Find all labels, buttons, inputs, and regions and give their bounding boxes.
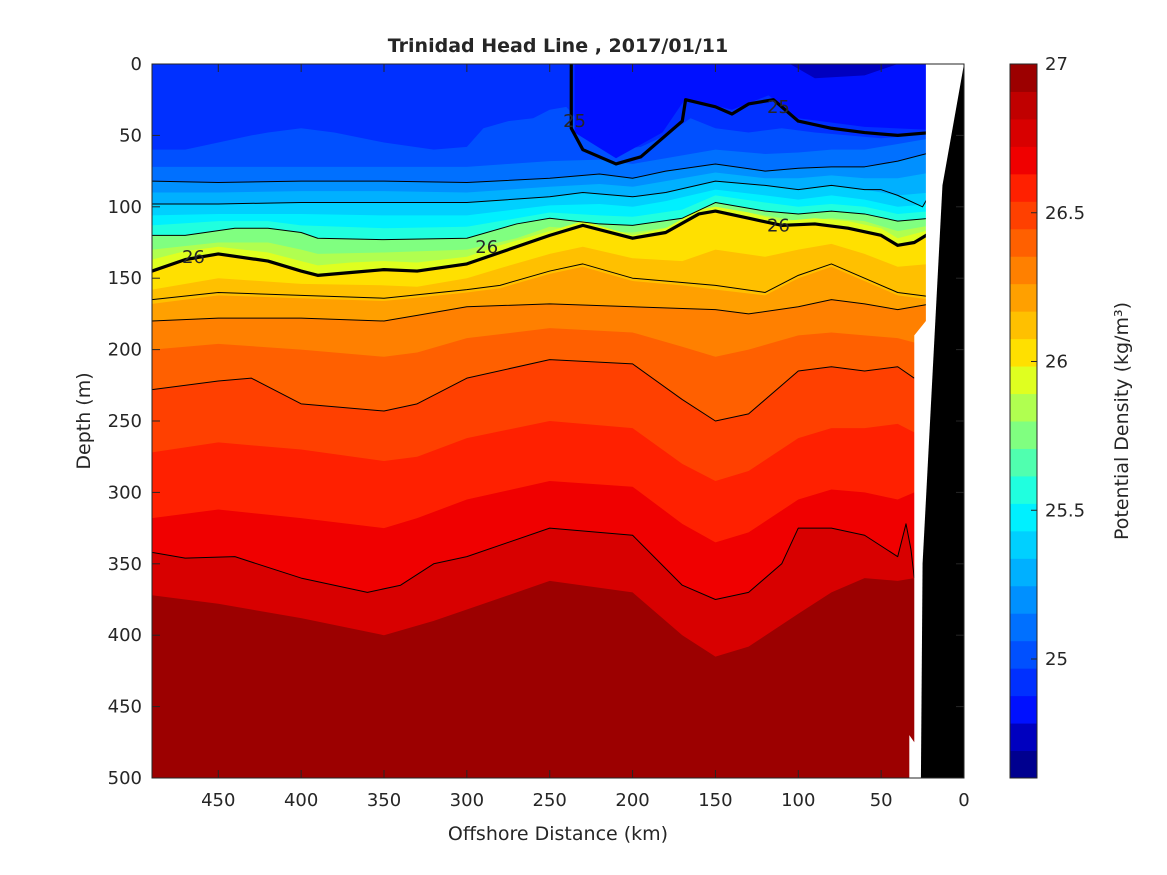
colorbar-ticks: 25 25.5 26 26.5 27 [1031, 54, 1085, 670]
colorbar-strip [1010, 393, 1037, 422]
colorbar-strip [1010, 585, 1037, 614]
isopycnal-25.7 [152, 202, 931, 241]
colorbar-strip [1010, 558, 1037, 587]
y-tick-label: 300 [108, 482, 142, 503]
isopycnal-contour-layer [152, 64, 932, 600]
colorbar-strip [1010, 750, 1037, 779]
x-tick-label: 0 [958, 790, 969, 811]
seafloor-black [920, 64, 964, 778]
y-tick-label: 50 [119, 125, 142, 146]
colorbar-strip [1010, 228, 1037, 257]
colorbar-strip [1010, 723, 1037, 752]
isopycnal-25 [569, 64, 931, 166]
contour-label: 25 [563, 111, 586, 132]
isopycnal-25.2 [152, 152, 931, 184]
colorbar-tick-label: 27 [1045, 54, 1068, 75]
colorbar-strip [1010, 256, 1037, 285]
colorbar-strip [1010, 173, 1037, 202]
chart-title: Trinidad Head Line , 2017/01/11 [388, 35, 728, 57]
isopycnal-26 [152, 209, 932, 277]
colorbar-strip [1010, 613, 1037, 642]
colorbar-tick-label: 26 [1045, 352, 1068, 373]
colorbar-label: Potential Density (kg/m³) [1111, 302, 1133, 540]
x-axis-ticks: 450 400 350 300 250 200 150 100 50 0 [201, 64, 970, 811]
y-tick-label: 400 [108, 625, 142, 646]
contour-label: 26 [475, 237, 498, 258]
isopycnal-26.5 [152, 359, 915, 422]
x-tick-label: 100 [781, 790, 815, 811]
y-tick-label: 500 [108, 768, 142, 789]
density-band-surface-pocket [574, 64, 928, 159]
y-axis-label: Depth (m) [73, 372, 95, 469]
colorbar-frame [1009, 63, 1038, 779]
colorbar-strips [1010, 64, 1037, 779]
colorbar-tick-label: 25.5 [1045, 500, 1085, 521]
isopycnal-25.4 [152, 180, 932, 208]
density-fill-layer [152, 64, 964, 778]
colorbar-strip [1010, 448, 1037, 477]
x-tick-label: 50 [870, 790, 893, 811]
colorbar-strip [1010, 64, 1037, 92]
y-tick-label: 100 [108, 197, 142, 218]
y-tick-label: 350 [108, 554, 142, 575]
seafloor-mask [901, 64, 964, 778]
x-tick-label: 400 [284, 790, 318, 811]
contour-label-layer: 25 25 26 26 26 [182, 97, 790, 268]
isopycnal-26.8 [152, 523, 915, 600]
colorbar: 25 25.5 26 26.5 27 Potential Density (kg/m³) [1009, 54, 1133, 779]
colorbar-strip [1010, 283, 1037, 312]
contour-label: 26 [767, 215, 790, 236]
colorbar-strip [1010, 640, 1037, 669]
contour-label: 25 [767, 97, 790, 118]
colorbar-strip [1010, 118, 1037, 147]
colorbar-strip [1010, 201, 1037, 230]
contour-label: 26 [182, 247, 205, 268]
colorbar-strip [1010, 530, 1037, 559]
y-tick-label: 150 [108, 268, 142, 289]
y-axis-ticks: 0 50 100 150 200 250 300 350 400 450 500 [108, 54, 964, 789]
colorbar-tick-label: 26.5 [1045, 203, 1085, 224]
x-tick-label: 300 [450, 790, 484, 811]
x-tick-label: 200 [615, 790, 649, 811]
isopycnal-26.3 [152, 299, 931, 322]
x-tick-label: 450 [201, 790, 235, 811]
x-axis-label: Offshore Distance (km) [448, 823, 668, 845]
colorbar-strip [1010, 366, 1037, 395]
y-tick-label: 0 [131, 54, 142, 75]
colorbar-tick-label: 25 [1045, 649, 1068, 670]
colorbar-strip [1010, 503, 1037, 532]
x-tick-label: 150 [698, 790, 732, 811]
isopycnal-26.15 [152, 263, 931, 301]
colorbar-strip [1010, 91, 1037, 120]
density-band-surface-core [591, 71, 633, 136]
colorbar-strip [1010, 475, 1037, 504]
x-tick-label: 350 [367, 790, 401, 811]
density-band-27 [152, 675, 964, 778]
colorbar-strip [1010, 146, 1037, 175]
colorbar-strip [1010, 338, 1037, 367]
colorbar-strip [1010, 695, 1037, 724]
colorbar-strip [1010, 421, 1037, 449]
colorbar-strip [1010, 668, 1037, 697]
y-tick-label: 250 [108, 411, 142, 432]
density-band-surface-core-2 [790, 64, 898, 79]
x-tick-label: 250 [533, 790, 567, 811]
y-tick-label: 200 [108, 340, 142, 361]
colorbar-strip [1010, 311, 1037, 340]
y-tick-label: 450 [108, 697, 142, 718]
